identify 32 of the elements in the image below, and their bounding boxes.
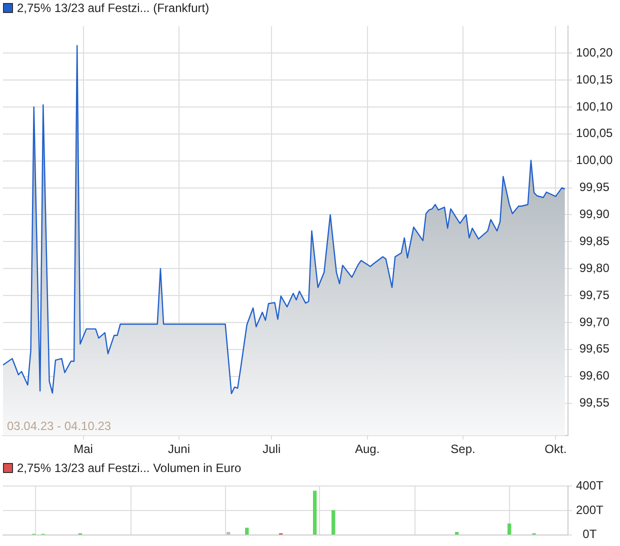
- y-tick-label: 100,15: [576, 72, 614, 86]
- chart-title: 2,75% 13/23 auf Festzi... (Frankfurt): [17, 0, 210, 14]
- y-tick-label: 99,70: [579, 314, 610, 329]
- y-tick-label: 400T: [576, 478, 604, 493]
- y-tick-label: 99,90: [579, 207, 610, 222]
- y-tick-label: 100,00: [576, 153, 614, 168]
- y-tick-label: 200T: [576, 502, 604, 517]
- x-tick-label: Okt.: [544, 442, 567, 456]
- bar: [332, 510, 336, 535]
- y-tick-label: 99,75: [579, 288, 610, 302]
- y-tick-label: 99,65: [579, 342, 610, 356]
- chart-title: 2,75% 13/23 auf Festzi... Volumen in Euro: [17, 460, 242, 474]
- y-tick-label: 99,95: [579, 180, 610, 194]
- x-tick-label: Juli: [262, 442, 281, 456]
- x-tick-label: Sep.: [450, 442, 476, 456]
- y-tick-label: 99,80: [579, 260, 610, 275]
- annotation: 03.04.23 - 04.10.23: [7, 418, 112, 433]
- y-tick-label: 100,20: [576, 45, 614, 60]
- x-tick-label: Mai: [74, 442, 93, 456]
- y-tick-label: 100,10: [576, 99, 614, 114]
- bar: [508, 524, 512, 535]
- bar: [226, 532, 230, 535]
- y-tick-label: 99,85: [579, 234, 610, 248]
- x-tick-label: Aug.: [354, 442, 380, 456]
- y-tick-label: 99,60: [579, 368, 610, 383]
- bar: [313, 490, 317, 535]
- bar: [455, 532, 459, 535]
- y-tick-label: 0T: [582, 527, 598, 542]
- bar: [245, 528, 249, 535]
- x-tick-label: Juni: [168, 442, 190, 456]
- y-tick-label: 100,05: [576, 126, 614, 140]
- y-tick-label: 99,55: [579, 396, 610, 410]
